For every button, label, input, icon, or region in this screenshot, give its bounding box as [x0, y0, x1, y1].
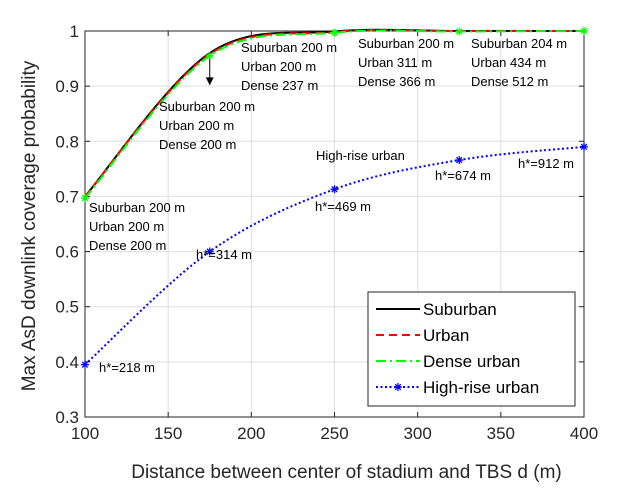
- annotation-a200-1: Urban 200 m: [241, 59, 316, 74]
- x-tick-label-2: 200: [237, 424, 265, 443]
- y-tick-label-5: 0.8: [55, 132, 79, 151]
- series-line-high-rise-urban: [84, 145, 585, 366]
- data-point-dense-urban-1: [205, 51, 214, 60]
- annotation-a325-2: Dense 512 m: [471, 74, 548, 89]
- data-point-dense-urban-2: [330, 28, 339, 37]
- annotation-a100-2: Dense 200 m: [89, 238, 166, 253]
- x-axis-label: Distance between center of stadium and T…: [131, 462, 562, 483]
- data-point-high-rise-urban-0: [81, 360, 89, 369]
- annotation-a175-0: Suburban 200 m: [159, 99, 255, 114]
- legend-box: [367, 291, 576, 407]
- data-point-dense-urban-0: [81, 194, 89, 203]
- y-tick-label-4: 0.7: [55, 187, 79, 206]
- annotation-a100-1: Urban 200 m: [89, 219, 164, 234]
- data-point-high-rise-urban-2: [330, 185, 339, 194]
- annotation-a200-0: Suburban 200 m: [241, 40, 337, 55]
- series-line-dense-urban: [84, 29, 585, 199]
- legend-label-high-rise-urban: High-rise urban: [423, 378, 539, 397]
- annotation-a100-0: Suburban 200 m: [89, 200, 185, 215]
- annotation-h325-0: h*=674 m: [435, 168, 491, 183]
- annotation-a200-2: Dense 237 m: [241, 78, 318, 93]
- data-point-dense-urban-4: [580, 27, 588, 35]
- y-tick-label-7: 1: [70, 22, 79, 41]
- annotation-h100-0: h*=218 m: [99, 360, 155, 375]
- data-point-high-rise-urban-3: [455, 156, 464, 165]
- annotation-arrow-head: [205, 77, 214, 86]
- annotation-a250-2: Dense 366 m: [358, 74, 435, 89]
- x-tick-label-0: 100: [71, 424, 99, 443]
- annotation-a325-0: Suburban 204 m: [471, 36, 567, 51]
- x-tick-label-6: 400: [570, 424, 598, 443]
- y-tick-label-3: 0.6: [55, 243, 79, 262]
- data-point-high-rise-urban-4: [580, 142, 588, 151]
- data-point-high-rise-urban-1: [205, 247, 214, 256]
- annotation-h400-0: h*=912 m: [518, 156, 574, 171]
- y-axis-label: Max AsD downlink coverage probability: [19, 60, 40, 391]
- legend-label-suburban: Suburban: [423, 300, 497, 319]
- x-tick-label-5: 350: [487, 424, 515, 443]
- legend-label-urban: Urban: [423, 326, 469, 345]
- y-tick-label-6: 0.9: [55, 77, 79, 96]
- annotation-a175-2: Dense 200 m: [159, 137, 236, 152]
- x-tick-label-1: 150: [154, 424, 182, 443]
- y-tick-label-2: 0.5: [55, 298, 79, 317]
- annotation-h175-0: h*=314 m: [196, 247, 252, 262]
- annotation-a250-1: Urban 311 m: [358, 55, 432, 70]
- data-point-dense-urban-3: [455, 27, 464, 36]
- annotation-a175-1: Urban 200 m: [159, 118, 234, 133]
- x-tick-label-3: 250: [320, 424, 348, 443]
- annotation-a250-0: Suburban 200 m: [358, 36, 454, 51]
- annotation-h250-0: h*=469 m: [315, 199, 371, 214]
- x-tick-label-4: 300: [403, 424, 431, 443]
- legend-marker-high-rise-urban: [394, 383, 402, 391]
- annotation-a325-1: Urban 434 m: [471, 55, 546, 70]
- legend-label-dense-urban: Dense urban: [423, 352, 520, 371]
- y-tick-label-1: 0.4: [55, 353, 79, 372]
- y-tick-label-0: 0.3: [55, 408, 79, 427]
- annotation-hr-0: High-rise urban: [316, 148, 405, 163]
